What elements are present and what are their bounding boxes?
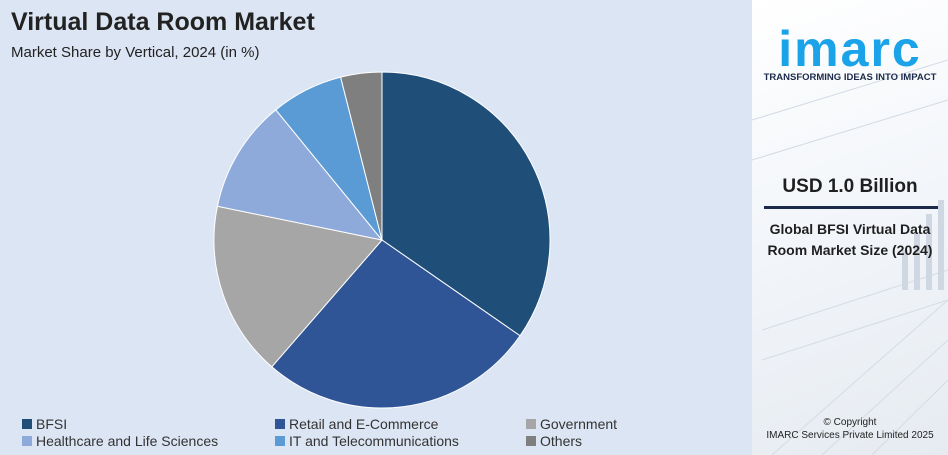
chart-subtitle: Market Share by Vertical, 2024 (in %) bbox=[11, 44, 260, 61]
legend-label: Others bbox=[540, 433, 583, 449]
pie-slice-healthcare-and-life-sciences bbox=[216, 109, 384, 241]
legend-label: Government bbox=[540, 416, 618, 432]
svg-text:imarc: imarc bbox=[778, 21, 921, 77]
legend-item: Retail and E-Commerce bbox=[275, 416, 438, 432]
legend-label: IT and Telecommunications bbox=[289, 433, 459, 449]
chart-title: Virtual Data Room Market bbox=[11, 8, 315, 36]
legend-swatch bbox=[275, 419, 285, 429]
background-decoration bbox=[752, 59, 948, 455]
pie-chart bbox=[213, 71, 551, 409]
legend-item: Healthcare and Life Sciences bbox=[22, 433, 218, 449]
market-description: Global BFSI Virtual Data Room Market Siz… bbox=[767, 221, 933, 258]
legend-swatch bbox=[526, 419, 536, 429]
legend-item: IT and Telecommunications bbox=[275, 433, 459, 449]
pie-slice-government bbox=[213, 205, 383, 368]
chart-area: Virtual Data Room Market Market Share by… bbox=[11, 8, 618, 449]
legend-swatch bbox=[275, 436, 285, 446]
pie-slice-others bbox=[340, 71, 383, 241]
copyright-notice: © Copyright IMARC Services Private Limit… bbox=[752, 416, 948, 442]
logo-tagline: TRANSFORMING IDEAS INTO IMPACT bbox=[763, 72, 937, 83]
copyright-line-1: © Copyright bbox=[823, 417, 877, 428]
legend-swatch bbox=[22, 436, 32, 446]
copyright-line-2: IMARC Services Private Limited 2025 bbox=[766, 430, 934, 441]
legend-item: Government bbox=[526, 416, 617, 432]
legend-label: BFSI bbox=[36, 416, 68, 432]
imarc-logo: imarc bbox=[778, 21, 921, 77]
pie-slice-retail-and-e-commerce bbox=[271, 239, 521, 409]
value-divider bbox=[764, 206, 938, 209]
legend-swatch bbox=[526, 436, 536, 446]
legend-label: Retail and E-Commerce bbox=[289, 416, 439, 432]
market-value: USD 1.0 Billion bbox=[782, 176, 918, 197]
pie-slice-bfsi bbox=[381, 71, 551, 337]
legend-label: Healthcare and Life Sciences bbox=[36, 433, 219, 449]
legend-item: Others bbox=[526, 433, 582, 449]
legend-swatch bbox=[22, 419, 32, 429]
info-panel: imarc TRANSFORMING IDEAS INTO IMPACT USD… bbox=[752, 0, 948, 455]
legend-item: BFSI bbox=[22, 416, 67, 432]
